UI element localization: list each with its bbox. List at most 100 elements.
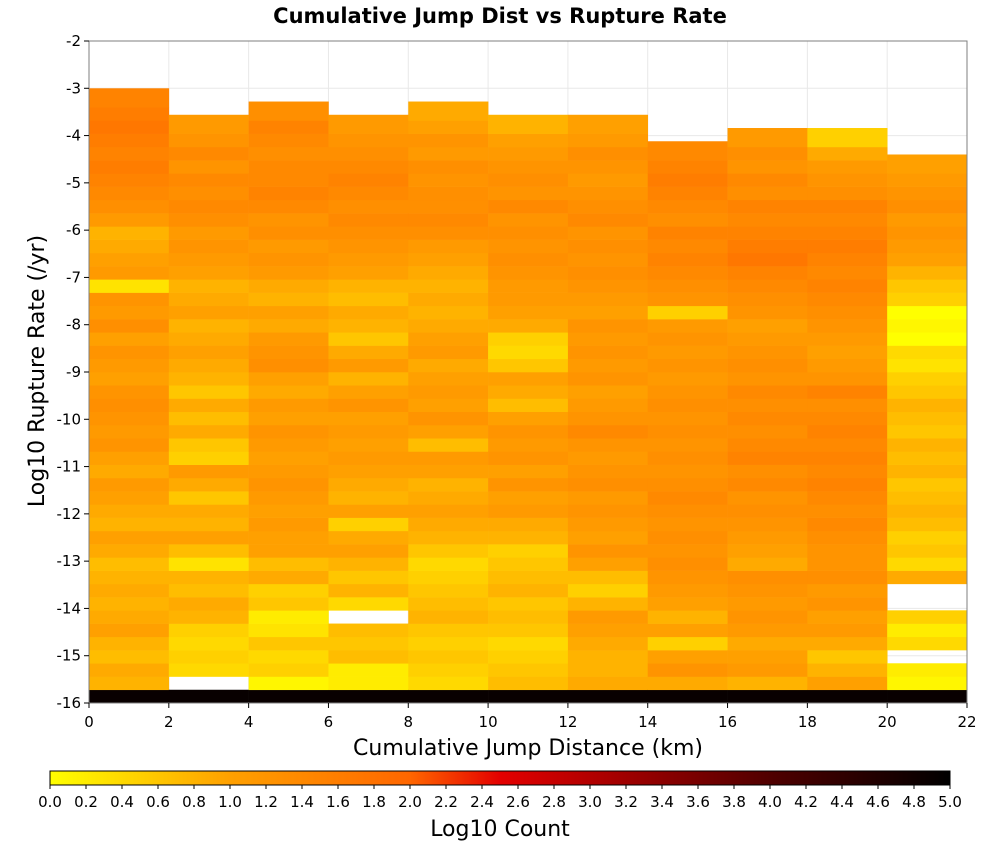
heatmap-cell	[887, 570, 968, 585]
heatmap-cell	[248, 689, 329, 704]
heatmap-cell	[248, 101, 329, 121]
heatmap-cell	[89, 160, 170, 174]
heatmap-cell	[168, 464, 249, 479]
heatmap-cell	[887, 689, 968, 704]
heatmap-cell	[567, 398, 649, 413]
heatmap-cell	[887, 173, 968, 187]
heatmap-cell	[328, 266, 409, 280]
heatmap-cell	[567, 332, 649, 346]
heatmap-cell	[168, 358, 249, 373]
heatmap-cell	[647, 517, 728, 532]
y-tick-label: -5	[66, 174, 81, 192]
heatmap-cell	[807, 186, 888, 201]
heatmap-cell	[248, 252, 329, 267]
heatmap-cell	[488, 636, 569, 651]
y-tick-label: -15	[57, 647, 82, 665]
heatmap-cell	[328, 114, 409, 134]
heatmap-cell	[807, 213, 888, 227]
heatmap-cell	[89, 199, 170, 214]
heatmap-cell	[408, 636, 489, 651]
heatmap-cell	[408, 623, 489, 638]
colorbar-tick-label: 3.4	[650, 793, 674, 811]
heatmap-cell	[89, 477, 170, 492]
heatmap-cell	[887, 610, 968, 624]
heatmap-cell	[89, 438, 170, 452]
heatmap-cell	[168, 226, 249, 240]
heatmap-cell	[248, 623, 329, 638]
heatmap-cell	[727, 424, 808, 439]
heatmap-cell	[647, 385, 728, 399]
heatmap-cell	[408, 570, 489, 585]
heatmap-cell	[408, 464, 489, 479]
heatmap-cell	[248, 610, 329, 624]
heatmap-cell	[727, 557, 808, 571]
heatmap-cell	[727, 199, 808, 214]
heatmap-cell	[567, 689, 649, 704]
heatmap-cell	[328, 557, 409, 571]
heatmap-cell	[727, 451, 808, 465]
heatmap-cell	[328, 173, 409, 187]
heatmap-cell	[647, 319, 728, 333]
heatmap-cell	[807, 128, 888, 148]
heatmap-cell	[328, 504, 409, 518]
heatmap-cell	[488, 332, 569, 346]
heatmap-cell	[727, 372, 808, 386]
heatmap-cell	[567, 146, 649, 161]
heatmap-cell	[408, 424, 489, 439]
heatmap-cell	[887, 517, 968, 532]
heatmap-cell	[567, 623, 649, 638]
heatmap-cell	[807, 332, 888, 346]
heatmap-cell	[89, 491, 170, 505]
heatmap-cell	[727, 292, 808, 307]
heatmap-cell	[887, 663, 968, 677]
heatmap-cell	[887, 464, 968, 479]
heatmap-cell	[488, 557, 569, 571]
heatmap-cell	[328, 544, 409, 558]
heatmap-cell	[647, 557, 728, 571]
heatmap-cell	[727, 544, 808, 558]
heatmap-cell	[807, 199, 888, 214]
colorbar-tick-label: 4.4	[830, 793, 854, 811]
y-tick-label: -13	[57, 552, 82, 570]
y-tick-label: -3	[66, 79, 81, 97]
heatmap-cell	[567, 504, 649, 518]
heatmap-cell	[567, 345, 649, 360]
heatmap-cell	[408, 101, 489, 121]
heatmap-cell	[408, 239, 489, 254]
heatmap-cell	[89, 385, 170, 399]
heatmap-cell	[89, 504, 170, 518]
heatmap-cell	[647, 372, 728, 386]
heatmap-cell	[328, 226, 409, 240]
heatmap-cell	[727, 438, 808, 452]
heatmap-cell	[408, 544, 489, 558]
heatmap-cell	[168, 146, 249, 161]
heatmap-cell	[89, 88, 170, 108]
heatmap-cell	[807, 372, 888, 386]
heatmap-cell	[89, 213, 170, 227]
heatmap-cell	[248, 226, 329, 240]
heatmap-cell	[168, 199, 249, 214]
chart-title: Cumulative Jump Dist vs Rupture Rate	[273, 4, 727, 28]
colorbar-tick-label: 3.0	[578, 793, 602, 811]
heatmap-cell	[248, 372, 329, 386]
heatmap-cell	[408, 385, 489, 399]
heatmap-cell	[727, 305, 808, 320]
heatmap-cell	[328, 199, 409, 214]
heatmap-cell	[248, 133, 329, 148]
heatmap-cell	[328, 292, 409, 307]
heatmap-cell	[408, 451, 489, 465]
y-tick-label: -10	[57, 410, 82, 428]
heatmap-cell	[408, 650, 489, 664]
heatmap-cell	[488, 319, 569, 333]
heatmap-cell	[248, 451, 329, 465]
heatmap-cell	[488, 372, 569, 386]
heatmap-cell	[89, 332, 170, 346]
heatmap-cell	[727, 689, 808, 704]
heatmap-cell	[168, 186, 249, 201]
heatmap-cell	[727, 530, 808, 545]
heatmap-cell	[408, 186, 489, 201]
heatmap-cell	[647, 451, 728, 465]
x-tick-label: 2	[164, 713, 174, 731]
heatmap-cell	[727, 583, 808, 598]
heatmap-cell	[89, 610, 170, 624]
